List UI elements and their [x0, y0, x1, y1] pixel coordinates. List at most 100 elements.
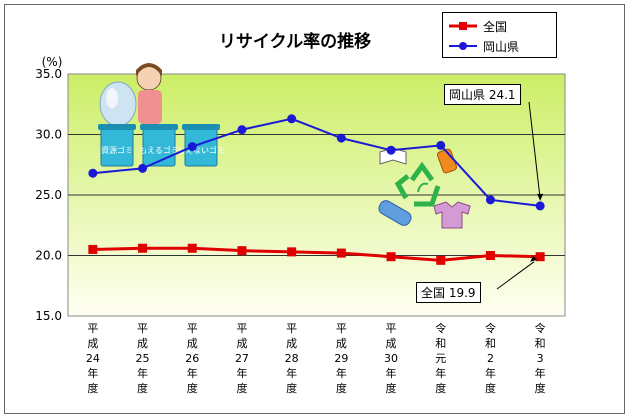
data-point-national — [187, 243, 197, 253]
callout-okayama: 岡山県 24.1 — [444, 84, 521, 105]
data-point-okayama — [88, 168, 98, 178]
x-tick-char: 3 — [537, 352, 544, 365]
x-tick-char: 度 — [535, 381, 546, 395]
legend: 全国 岡山県 — [442, 12, 557, 58]
bin-label-resource: 資源ゴミ — [101, 145, 133, 155]
x-tick-char: 平 — [336, 322, 347, 335]
x-tick-label: 令和 2年度 — [485, 321, 496, 395]
x-tick-char: 27 — [235, 352, 249, 365]
x-tick-char: 和 — [535, 337, 546, 350]
data-point-national — [287, 247, 297, 257]
x-tick-char: 30 — [384, 352, 398, 365]
y-tick-label: 35.0 — [35, 67, 62, 81]
x-tick-char: 年 — [535, 366, 546, 380]
data-point-national — [336, 248, 346, 258]
x-tick-char: 平 — [187, 322, 198, 335]
callout-arrows — [496, 101, 544, 290]
x-tick-char: 年 — [137, 366, 148, 380]
legend-marker-okayama — [449, 42, 477, 50]
data-point-okayama — [237, 125, 247, 135]
arrowhead-national — [530, 255, 538, 262]
x-axis: 平成24年度平成25年度平成26年度平成27年度平成28年度平成29年度平成30… — [86, 321, 546, 395]
y-tick-label: 30.0 — [35, 128, 62, 142]
arrowhead-okayama — [537, 193, 544, 201]
chart-title: リサイクル率の推移 — [219, 31, 371, 52]
x-tick-char: 平 — [386, 322, 397, 335]
x-tick-char: 度 — [187, 381, 198, 395]
legend-marker-national — [449, 22, 477, 30]
x-tick-char: 度 — [485, 381, 496, 395]
x-tick-char: 令 — [435, 321, 446, 335]
x-tick-char: 度 — [435, 381, 446, 395]
person-icon — [136, 63, 162, 124]
data-point-national — [88, 244, 98, 254]
series-group — [88, 114, 545, 265]
recycle-illustration: 資源ゴミ もえるゴミ もえないゴミ — [98, 63, 471, 229]
recycle-symbol-icon — [394, 161, 441, 207]
x-tick-char: 令 — [485, 321, 496, 335]
trash-bin-icon: もえないゴミ — [177, 124, 225, 167]
bin-label-nonburnable: もえないゴミ — [177, 145, 225, 155]
callout-national: 全国 19.9 — [416, 282, 481, 303]
shirt-icon — [433, 201, 471, 229]
x-tick-char: 和 — [435, 337, 446, 350]
data-point-national — [535, 252, 545, 262]
x-tick-char: 和 — [485, 337, 496, 350]
x-tick-char: 度 — [286, 381, 297, 395]
y-axis-unit: (%) — [42, 55, 63, 69]
data-point-okayama — [287, 114, 297, 124]
x-tick-char: 年 — [87, 366, 98, 380]
x-tick-label: 令和 3年度 — [535, 321, 546, 395]
x-tick-char: 令 — [535, 321, 546, 335]
y-axis: 15.0 20.0 25.0 30.0 35.0 — [35, 67, 62, 323]
legend-label-national: 全国 — [483, 19, 508, 34]
trash-bin-icon: 資源ゴミ — [98, 124, 136, 167]
x-tick-char: 度 — [236, 381, 247, 395]
x-tick-char: 年 — [485, 366, 496, 380]
x-tick-char: 年 — [435, 366, 446, 380]
x-tick-char: 28 — [285, 352, 299, 365]
x-tick-char: 平 — [236, 322, 247, 335]
data-point-national — [237, 246, 247, 256]
series-line-okayama — [92, 117, 541, 207]
x-tick-char: 成 — [187, 337, 198, 350]
y-tick-label: 25.0 — [35, 188, 62, 202]
x-tick-char: 24 — [86, 352, 100, 365]
chart-frame — [4, 4, 625, 414]
x-tick-char: 25 — [136, 352, 150, 365]
data-point-national — [485, 251, 495, 260]
y-tick-label: 15.0 — [35, 309, 62, 323]
legend-label-okayama: 岡山県 — [483, 39, 520, 54]
bottle-icon — [378, 200, 412, 226]
legend-item-okayama: 岡山県 — [449, 37, 519, 55]
x-tick-char: 平 — [87, 322, 98, 335]
x-tick-char: 2 — [487, 352, 494, 365]
y-tick-label: 20.0 — [35, 249, 62, 263]
data-point-okayama — [386, 145, 396, 155]
trash-bin-icon: もえるゴミ — [139, 124, 179, 167]
x-tick-char: 年 — [286, 366, 297, 380]
x-tick-char: 26 — [185, 352, 199, 365]
x-tick-char: 29 — [334, 352, 348, 365]
x-tick-char: 年 — [386, 366, 397, 380]
x-tick-char: 年 — [336, 366, 347, 380]
recycle-bag-icon — [99, 81, 137, 127]
data-point-national — [436, 255, 446, 265]
x-tick-char: 成 — [286, 337, 297, 350]
data-point-okayama — [485, 195, 495, 205]
arrow-national — [496, 261, 535, 290]
x-tick-char: 成 — [87, 337, 98, 350]
data-point-okayama — [535, 201, 545, 211]
x-tick-char: 平 — [286, 322, 297, 335]
x-tick-char: 成 — [137, 337, 148, 350]
data-point-national — [386, 252, 396, 262]
x-tick-char: 度 — [336, 381, 347, 395]
